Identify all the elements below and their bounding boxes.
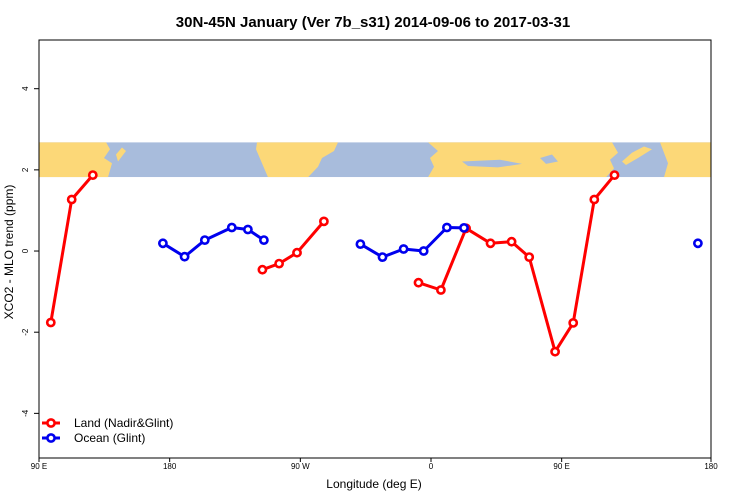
series-ocean-glint- xyxy=(157,222,703,262)
y-tick-label: -4 xyxy=(21,409,30,417)
map-sea-shape xyxy=(540,154,558,164)
data-point xyxy=(257,264,268,275)
data-point xyxy=(377,252,388,262)
data-point xyxy=(413,277,424,288)
y-axis-label: XCO2 - MLO trend (ppm) xyxy=(2,185,16,320)
legend-item: Land (Nadir&Glint) xyxy=(42,416,173,430)
y-tick-label: 4 xyxy=(21,86,30,91)
data-point xyxy=(258,235,269,245)
x-tick-label: 90 W xyxy=(291,462,310,471)
y-tick-label: -2 xyxy=(21,328,30,336)
map-land-shape xyxy=(622,146,652,165)
legend-swatch-marker xyxy=(46,418,56,428)
legend-swatch-marker xyxy=(46,433,56,443)
data-point xyxy=(87,170,98,180)
data-point xyxy=(157,238,168,249)
series-layer xyxy=(45,170,703,357)
data-point xyxy=(609,170,620,180)
data-point xyxy=(485,238,496,249)
data-point xyxy=(506,236,517,247)
data-point xyxy=(550,346,560,357)
series-line xyxy=(261,220,326,272)
map-sea-shape xyxy=(462,159,522,168)
y-tick-label: 2 xyxy=(21,167,30,172)
data-point xyxy=(524,252,535,262)
x-tick-label: 180 xyxy=(163,462,177,471)
data-point xyxy=(693,238,703,249)
x-tick-label: 180 xyxy=(704,462,718,471)
map-land-shape xyxy=(116,147,126,162)
data-point xyxy=(418,246,429,256)
x-tick-label: 90 E xyxy=(31,462,47,471)
world-map-band xyxy=(39,142,711,178)
data-point xyxy=(459,222,469,233)
series-line xyxy=(418,174,616,354)
data-point xyxy=(292,247,302,258)
legend: Land (Nadir&Glint)Ocean (Glint) xyxy=(42,416,173,445)
plot-frame xyxy=(38,39,712,459)
series-land-nadir-glint- xyxy=(45,170,620,357)
map-land-shape xyxy=(428,142,618,178)
data-point xyxy=(274,258,284,269)
data-point xyxy=(242,224,253,235)
chart-title: 30N-45N January (Ver 7b_s31) 2014-09-06 … xyxy=(176,14,570,31)
data-point xyxy=(435,285,446,295)
data-point xyxy=(355,239,366,249)
legend-item: Ocean (Glint) xyxy=(42,431,145,445)
y-axis: -4 -2 0 2 4 xyxy=(21,86,39,417)
legend-label: Ocean (Glint) xyxy=(74,431,145,445)
x-axis-label: Longitude (deg E) xyxy=(326,477,421,491)
x-tick-label: 90 E xyxy=(553,462,569,471)
data-point xyxy=(589,194,600,205)
y-tick-label: 0 xyxy=(21,248,30,253)
data-point xyxy=(318,216,329,227)
data-point xyxy=(568,317,579,328)
data-point xyxy=(441,222,452,233)
x-axis: 90 E 180 90 W 0 90 E 180 xyxy=(31,458,718,471)
data-point xyxy=(199,235,210,245)
data-point xyxy=(45,317,56,328)
data-point xyxy=(226,222,237,233)
data-point xyxy=(179,251,190,262)
map-land-shape xyxy=(660,142,711,178)
legend-label: Land (Nadir&Glint) xyxy=(74,416,173,430)
data-point xyxy=(398,244,409,254)
data-point xyxy=(66,194,77,205)
map-land-shape xyxy=(39,142,112,178)
map-land-shape xyxy=(256,142,338,178)
x-tick-label: 0 xyxy=(429,462,434,471)
